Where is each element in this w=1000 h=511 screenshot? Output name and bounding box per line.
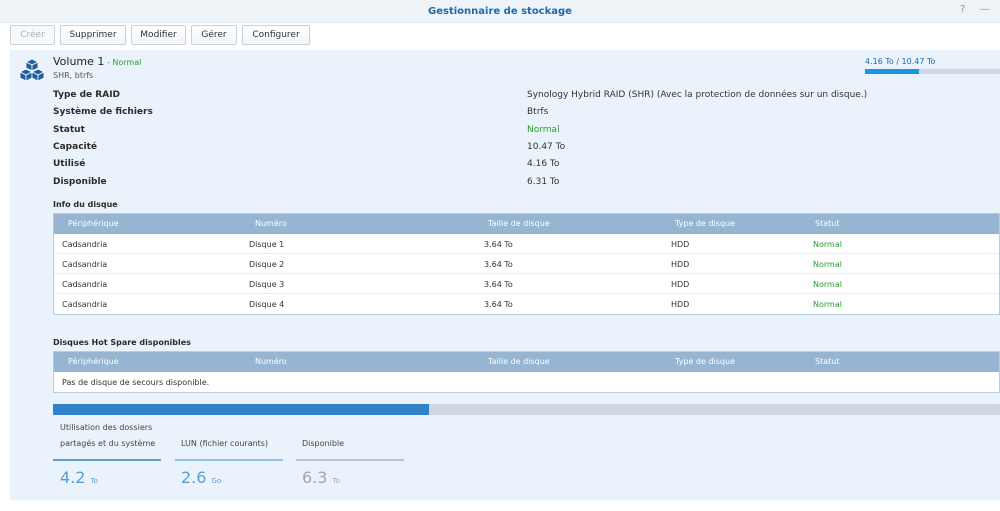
legend-available-number: 6.3 [302,468,328,487]
usage-text: 4.16 To / 10.47 To [865,57,936,66]
manage-button[interactable]: Gérer [191,25,237,45]
delete-button[interactable]: Supprimer [60,25,126,45]
table-row[interactable]: Cadsandria Disque 3 3.64 To HDD Normal [54,274,999,294]
volume-panel: Volume 1 - Normal SHR, btrfs 4.16 To / 1… [10,50,1000,500]
table-row[interactable]: Cadsandria Disque 4 3.64 To HDD Normal [54,294,999,314]
prop-value-raid: Synology Hybrid RAID (SHR) (Avec la prot… [527,90,868,100]
legend-lun-unit: Go [211,477,222,485]
prop-value-filesystem: Btrfs [527,107,549,117]
column-header-device[interactable]: Périphérique [68,219,119,228]
cell-size: 3.64 To [484,300,513,309]
cell-status: Normal [813,280,842,289]
column-header-size[interactable]: Taille de disque [488,357,550,366]
cell-size: 3.64 To [484,280,513,289]
cell-type: HDD [671,300,690,309]
column-header-type[interactable]: Type de disque [675,357,735,366]
legend-shared-number: 4.2 [60,468,86,487]
disk-info-title: Info du disque [53,200,118,209]
column-header-type[interactable]: Type de disque [675,219,735,228]
column-header-device[interactable]: Périphérique [68,357,119,366]
legend-available-unit: To [332,477,340,485]
cell-device: Cadsandria [62,240,108,249]
volume-name: Volume 1 [53,55,105,68]
column-header-size[interactable]: Taille de disque [488,219,550,228]
hot-spare-table: Périphérique Numéro Taille de disque Typ… [53,351,1000,393]
column-header-status[interactable]: Statut [815,219,840,228]
cell-size: 3.64 To [484,240,513,249]
legend-shared-label-line1: Utilisation des dossiers [60,423,153,432]
volume-subtitle: SHR, btrfs [53,71,94,80]
cubes-icon [19,58,45,82]
capacity-bar [53,404,1000,415]
prop-label-used: Utilisé [53,159,86,169]
legend-shared-line [53,459,161,461]
cell-size: 3.64 To [484,260,513,269]
disk-info-header: Périphérique Numéro Taille de disque Typ… [54,214,999,234]
prop-value-status: Normal [527,125,560,135]
help-icon[interactable]: ? [960,4,966,15]
cell-device: Cadsandria [62,260,108,269]
hot-spare-title: Disques Hot Spare disponibles [53,338,191,347]
volume-title: Volume 1 - Normal [53,55,141,68]
cell-type: HDD [671,260,690,269]
window-title: Gestionnaire de stockage [428,6,572,17]
configure-button[interactable]: Configurer [242,25,310,45]
table-row[interactable]: Cadsandria Disque 2 3.64 To HDD Normal [54,254,999,274]
legend-lun-number: 2.6 [181,468,207,487]
legend-shared-unit: To [90,477,98,485]
cell-status: Normal [813,300,842,309]
cell-status: Normal [813,240,842,249]
create-button[interactable]: Créer [10,25,55,45]
prop-label-filesystem: Système de fichiers [53,107,153,117]
cell-device: Cadsandria [62,300,108,309]
prop-value-available: 6.31 To [527,177,560,187]
legend-lun-line [175,459,283,461]
modify-button[interactable]: Modifier [131,25,186,45]
legend-available-line [296,459,404,461]
empty-message: Pas de disque de secours disponible. [62,378,210,387]
cell-status: Normal [813,260,842,269]
volume-status: - Normal [104,58,142,67]
legend-available-value: 6.3 To [302,468,340,487]
prop-label-available: Disponible [53,177,107,187]
hot-spare-header: Périphérique Numéro Taille de disque Typ… [54,352,999,372]
column-header-number[interactable]: Numéro [255,219,287,228]
cell-number: Disque 3 [249,280,285,289]
cell-number: Disque 2 [249,260,285,269]
column-header-status[interactable]: Statut [815,357,840,366]
prop-label-capacity: Capacité [53,142,98,152]
legend-shared-label: Utilisation des dossiers partagés et du … [60,420,155,452]
cell-type: HDD [671,240,690,249]
usage-bar-fill [865,69,919,74]
legend-lun-label: LUN (fichier courants) [181,439,269,448]
prop-value-capacity: 10.47 To [527,142,566,152]
minimize-icon[interactable]: — [980,4,990,15]
capacity-bar-shared [53,404,429,415]
column-header-number[interactable]: Numéro [255,357,287,366]
title-bar: Gestionnaire de stockage ? — [0,0,1000,23]
legend-available-label: Disponible [302,439,345,448]
cell-device: Cadsandria [62,280,108,289]
cell-number: Disque 4 [249,300,285,309]
toolbar: Créer Supprimer Modifier Gérer Configure… [0,23,1000,50]
legend-shared-label-line2: partagés et du système [60,439,156,448]
prop-label-status: Statut [53,125,85,135]
legend-shared-value: 4.2 To [60,468,98,487]
table-row[interactable]: Cadsandria Disque 1 3.64 To HDD Normal [54,234,999,254]
disk-info-table: Périphérique Numéro Taille de disque Typ… [53,213,1000,315]
cell-type: HDD [671,280,690,289]
usage-bar [865,69,1000,74]
prop-label-raid: Type de RAID [53,90,121,100]
cell-number: Disque 1 [249,240,285,249]
legend-lun-value: 2.6 Go [181,468,221,487]
prop-value-used: 4.16 To [527,159,560,169]
empty-row: Pas de disque de secours disponible. [54,372,999,392]
